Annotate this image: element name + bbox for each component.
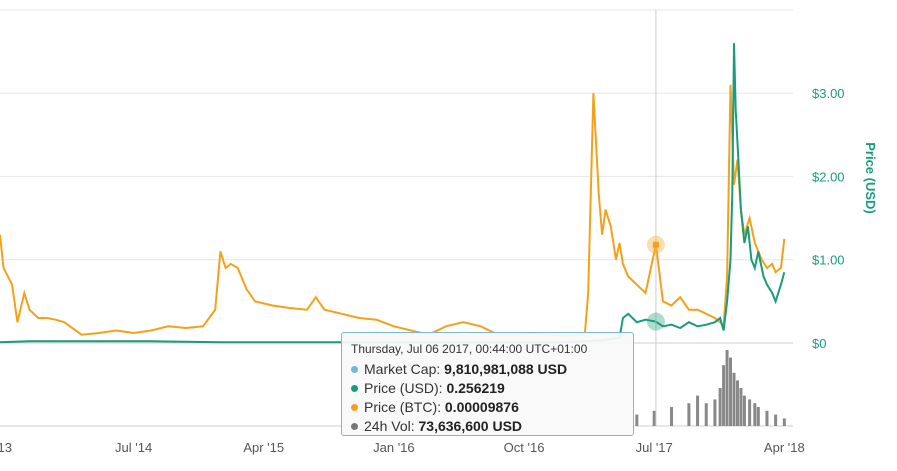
volume-bar xyxy=(725,350,729,426)
y-tick-label: $1.00 xyxy=(812,253,845,268)
volume-bar xyxy=(735,380,739,426)
price-btc-dot-icon xyxy=(351,404,358,411)
volume-bar xyxy=(713,399,717,426)
volume-bar xyxy=(748,399,752,426)
x-tick-label: Apr '18 xyxy=(764,440,805,455)
x-tick-label: Jul '14 xyxy=(115,440,152,455)
y-axis-title: Price (USD) xyxy=(863,142,878,214)
x-tick-label: '13 xyxy=(0,440,12,455)
tooltip-row-market-cap: Market Cap: 9,810,981,088 USD xyxy=(351,360,623,379)
volume-bar xyxy=(742,395,746,426)
y-tick-label: $2.00 xyxy=(812,169,845,184)
volume-bar xyxy=(756,407,760,426)
series-line-price-usd xyxy=(0,43,786,344)
hover-marker-price-usd xyxy=(646,312,665,331)
volume-bar xyxy=(670,407,674,426)
volume-bar xyxy=(718,388,722,426)
volume-bar xyxy=(652,410,656,426)
tooltip-row-price-usd: Price (USD): 0.256219 xyxy=(351,379,623,398)
price-usd-dot-icon xyxy=(351,385,358,392)
volume-bar xyxy=(729,357,733,426)
volume-bar xyxy=(753,403,757,426)
volume-bar xyxy=(732,372,736,426)
volume-bar xyxy=(722,365,726,426)
volume-bar xyxy=(774,414,778,426)
tooltip-header: Thursday, Jul 06 2017, 00:44:00 UTC+01:0… xyxy=(351,342,588,356)
volume-bar xyxy=(687,403,691,426)
x-tick-label: Jan '16 xyxy=(373,440,415,455)
tooltip-row-24h-vol: 24h Vol: 73,636,600 USD xyxy=(351,417,623,436)
volume-bar xyxy=(782,418,786,426)
volume-bars xyxy=(635,350,786,426)
x-tick-label: Jul '17 xyxy=(636,440,673,455)
y-tick-label: $3.00 xyxy=(812,86,845,101)
x-tick-label: Oct '16 xyxy=(504,440,545,455)
volume-bar xyxy=(765,410,769,426)
volume-bar xyxy=(704,403,708,426)
volume-bar xyxy=(696,395,700,426)
y-axis-ticks: $0 $1.00 $2.00 $3.00 xyxy=(812,86,845,351)
volume-bar xyxy=(635,414,639,426)
market-cap-dot-icon xyxy=(351,366,358,373)
tooltip-row-price-btc: Price (BTC): 0.00009876 xyxy=(351,398,623,417)
volume-dot-icon xyxy=(351,423,358,430)
series-line-price-btc xyxy=(0,84,786,338)
y-tick-label: $0 xyxy=(812,336,826,351)
volume-bar xyxy=(739,388,743,426)
x-axis-ticks: '13 Jul '14 Apr '15 Jan '16 Oct '16 Jul '17 Ap… xyxy=(0,440,805,455)
hover-marker-price-btc-core xyxy=(652,241,659,248)
tooltip: Thursday, Jul 06 2017, 00:44:00 UTC+01:0… xyxy=(341,332,634,436)
x-tick-label: Apr '15 xyxy=(243,440,284,455)
